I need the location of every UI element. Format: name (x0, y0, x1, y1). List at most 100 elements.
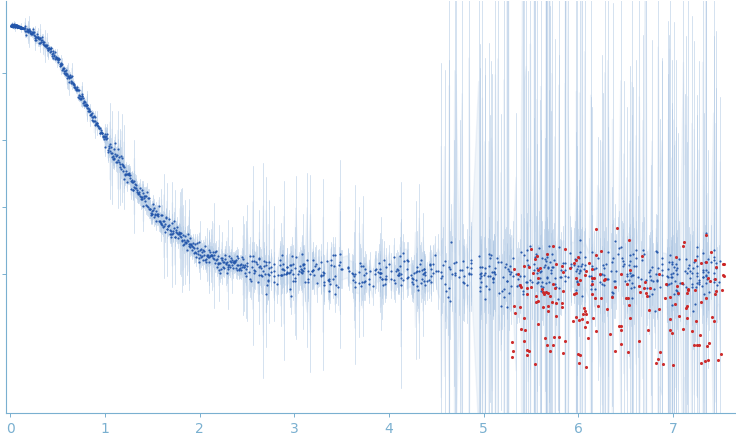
Point (255, 271, 267, 278)
Point (73, 87, 85, 94)
Point (84, 107, 96, 114)
Point (671, 264, 683, 271)
Point (176, 233, 188, 240)
Point (690, 317, 701, 324)
Point (130, 181, 142, 188)
Point (46, 52, 58, 59)
Point (114, 163, 126, 170)
Point (124, 170, 135, 177)
Point (15, 24, 27, 31)
Point (180, 233, 191, 240)
Point (530, 250, 542, 257)
Point (550, 284, 562, 291)
Point (107, 154, 119, 161)
Point (668, 269, 679, 276)
Point (615, 244, 626, 251)
Point (238, 264, 250, 271)
Point (609, 284, 621, 291)
Point (15, 24, 27, 31)
Point (700, 273, 712, 280)
Point (51, 55, 63, 62)
Point (574, 237, 586, 244)
Point (533, 244, 545, 251)
Point (63, 79, 74, 86)
Point (134, 185, 146, 192)
Point (347, 271, 358, 277)
Point (373, 259, 385, 266)
Point (256, 272, 268, 279)
Point (579, 308, 591, 315)
Point (174, 232, 185, 239)
Point (626, 294, 637, 301)
Point (665, 271, 677, 277)
Point (298, 264, 310, 271)
Point (606, 293, 618, 300)
Point (145, 210, 157, 217)
Point (391, 265, 403, 272)
Point (697, 266, 709, 273)
Point (11, 22, 23, 29)
Point (697, 250, 709, 257)
Point (110, 153, 121, 160)
Point (116, 154, 127, 161)
Point (287, 260, 299, 267)
Point (498, 285, 510, 292)
Point (37, 38, 49, 45)
Point (671, 271, 683, 277)
Point (142, 203, 154, 210)
Point (34, 35, 46, 42)
Point (208, 252, 219, 259)
Point (78, 99, 90, 106)
Point (541, 251, 553, 258)
Point (98, 132, 110, 139)
Point (157, 221, 169, 228)
Point (70, 86, 82, 93)
Point (484, 273, 496, 280)
Point (45, 47, 57, 54)
Point (444, 284, 456, 291)
Point (311, 280, 322, 287)
Point (545, 270, 557, 277)
Point (654, 349, 666, 356)
Point (278, 271, 290, 278)
Point (39, 43, 51, 50)
Point (49, 55, 60, 62)
Point (682, 289, 693, 296)
Point (615, 271, 626, 277)
Point (130, 184, 141, 191)
Point (662, 281, 673, 288)
Point (5, 22, 17, 29)
Point (568, 262, 580, 269)
Point (623, 276, 635, 283)
Point (174, 230, 186, 237)
Point (411, 283, 422, 290)
Point (261, 258, 272, 265)
Point (135, 196, 146, 203)
Point (375, 270, 386, 277)
Point (254, 263, 266, 270)
Point (5, 22, 17, 29)
Point (348, 272, 360, 279)
Point (199, 257, 211, 264)
Point (205, 252, 217, 259)
Point (129, 180, 141, 187)
Point (41, 41, 53, 48)
Point (608, 277, 620, 284)
Point (700, 271, 712, 278)
Point (456, 266, 468, 273)
Point (102, 147, 114, 154)
Point (442, 294, 453, 301)
Point (250, 259, 261, 266)
Point (626, 279, 637, 286)
Point (534, 265, 546, 272)
Point (210, 263, 222, 270)
Point (87, 116, 99, 123)
Point (465, 271, 477, 277)
Point (599, 276, 611, 283)
Point (534, 268, 545, 275)
Point (479, 264, 491, 271)
Point (565, 250, 576, 257)
Point (232, 254, 244, 261)
Point (21, 27, 33, 34)
Point (631, 255, 643, 262)
